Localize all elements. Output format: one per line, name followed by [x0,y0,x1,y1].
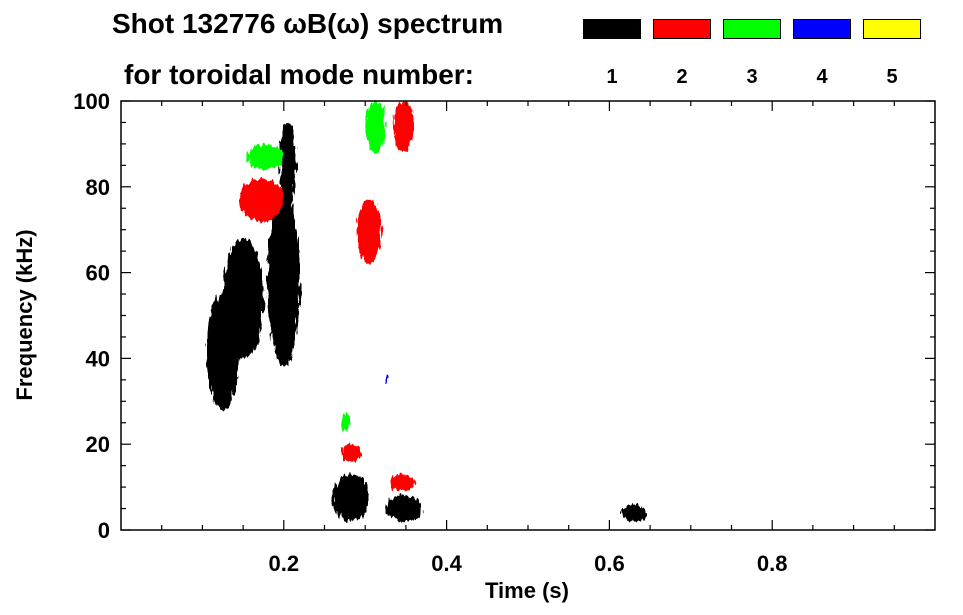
mode-1-feature-2 [267,195,301,367]
y-tick-label: 80 [86,175,110,200]
axes: 0.2 0.4 0.6 0.8 0 20 40 60 80 100 [73,89,935,576]
legend-label-2: 2 [676,66,688,88]
mode-1-feature-3 [279,122,297,209]
legend-label-3: 3 [746,66,758,88]
x-tick-label: 0.2 [269,551,300,576]
legend-label-1: 1 [606,66,618,88]
mode-1-feature-6 [621,504,647,522]
y-tick-label: 40 [86,346,110,371]
x-tick-label: 0.6 [594,551,625,576]
mode-2-feature-10 [389,474,415,492]
spectrum-marks [206,101,647,522]
mode-4-feature-15 [385,375,390,385]
legend-swatch-5 [863,19,921,39]
mode-2-feature-9 [340,444,362,462]
legend-swatch-4 [793,19,851,39]
y-tick-label: 60 [86,261,110,286]
x-tick-label: 0.4 [431,551,462,576]
mode-2-feature-11 [393,101,415,153]
legend-label-4: 4 [816,66,828,88]
legend-swatch-3 [723,19,781,39]
mode-2-feature-8 [357,199,382,265]
mode-3-feature-14 [340,414,349,432]
mode-1-feature-4 [332,474,370,522]
y-tick-label: 20 [86,432,110,457]
mode-2-feature-7 [239,178,284,222]
x-axis-label: Time (s) [485,578,569,603]
x-tick-label: 0.8 [757,551,788,576]
legend-label-5: 5 [886,66,898,88]
chart-title-line1: Shot 132776 ωB(ω) spectrum [112,8,504,39]
y-tick-label: 100 [73,89,110,114]
mode-3-feature-13 [365,101,386,153]
mode-1-feature-5 [385,495,423,522]
mode-3-feature-12 [247,143,284,170]
chart-title-line2: for toroidal mode number: [124,59,474,90]
legend-swatch-2 [653,19,711,39]
mode-1-feature-1 [206,294,240,410]
y-axis-label: Frequency (kHz) [12,229,37,400]
y-tick-label: 0 [98,518,110,543]
legend-swatch-1 [583,19,641,39]
